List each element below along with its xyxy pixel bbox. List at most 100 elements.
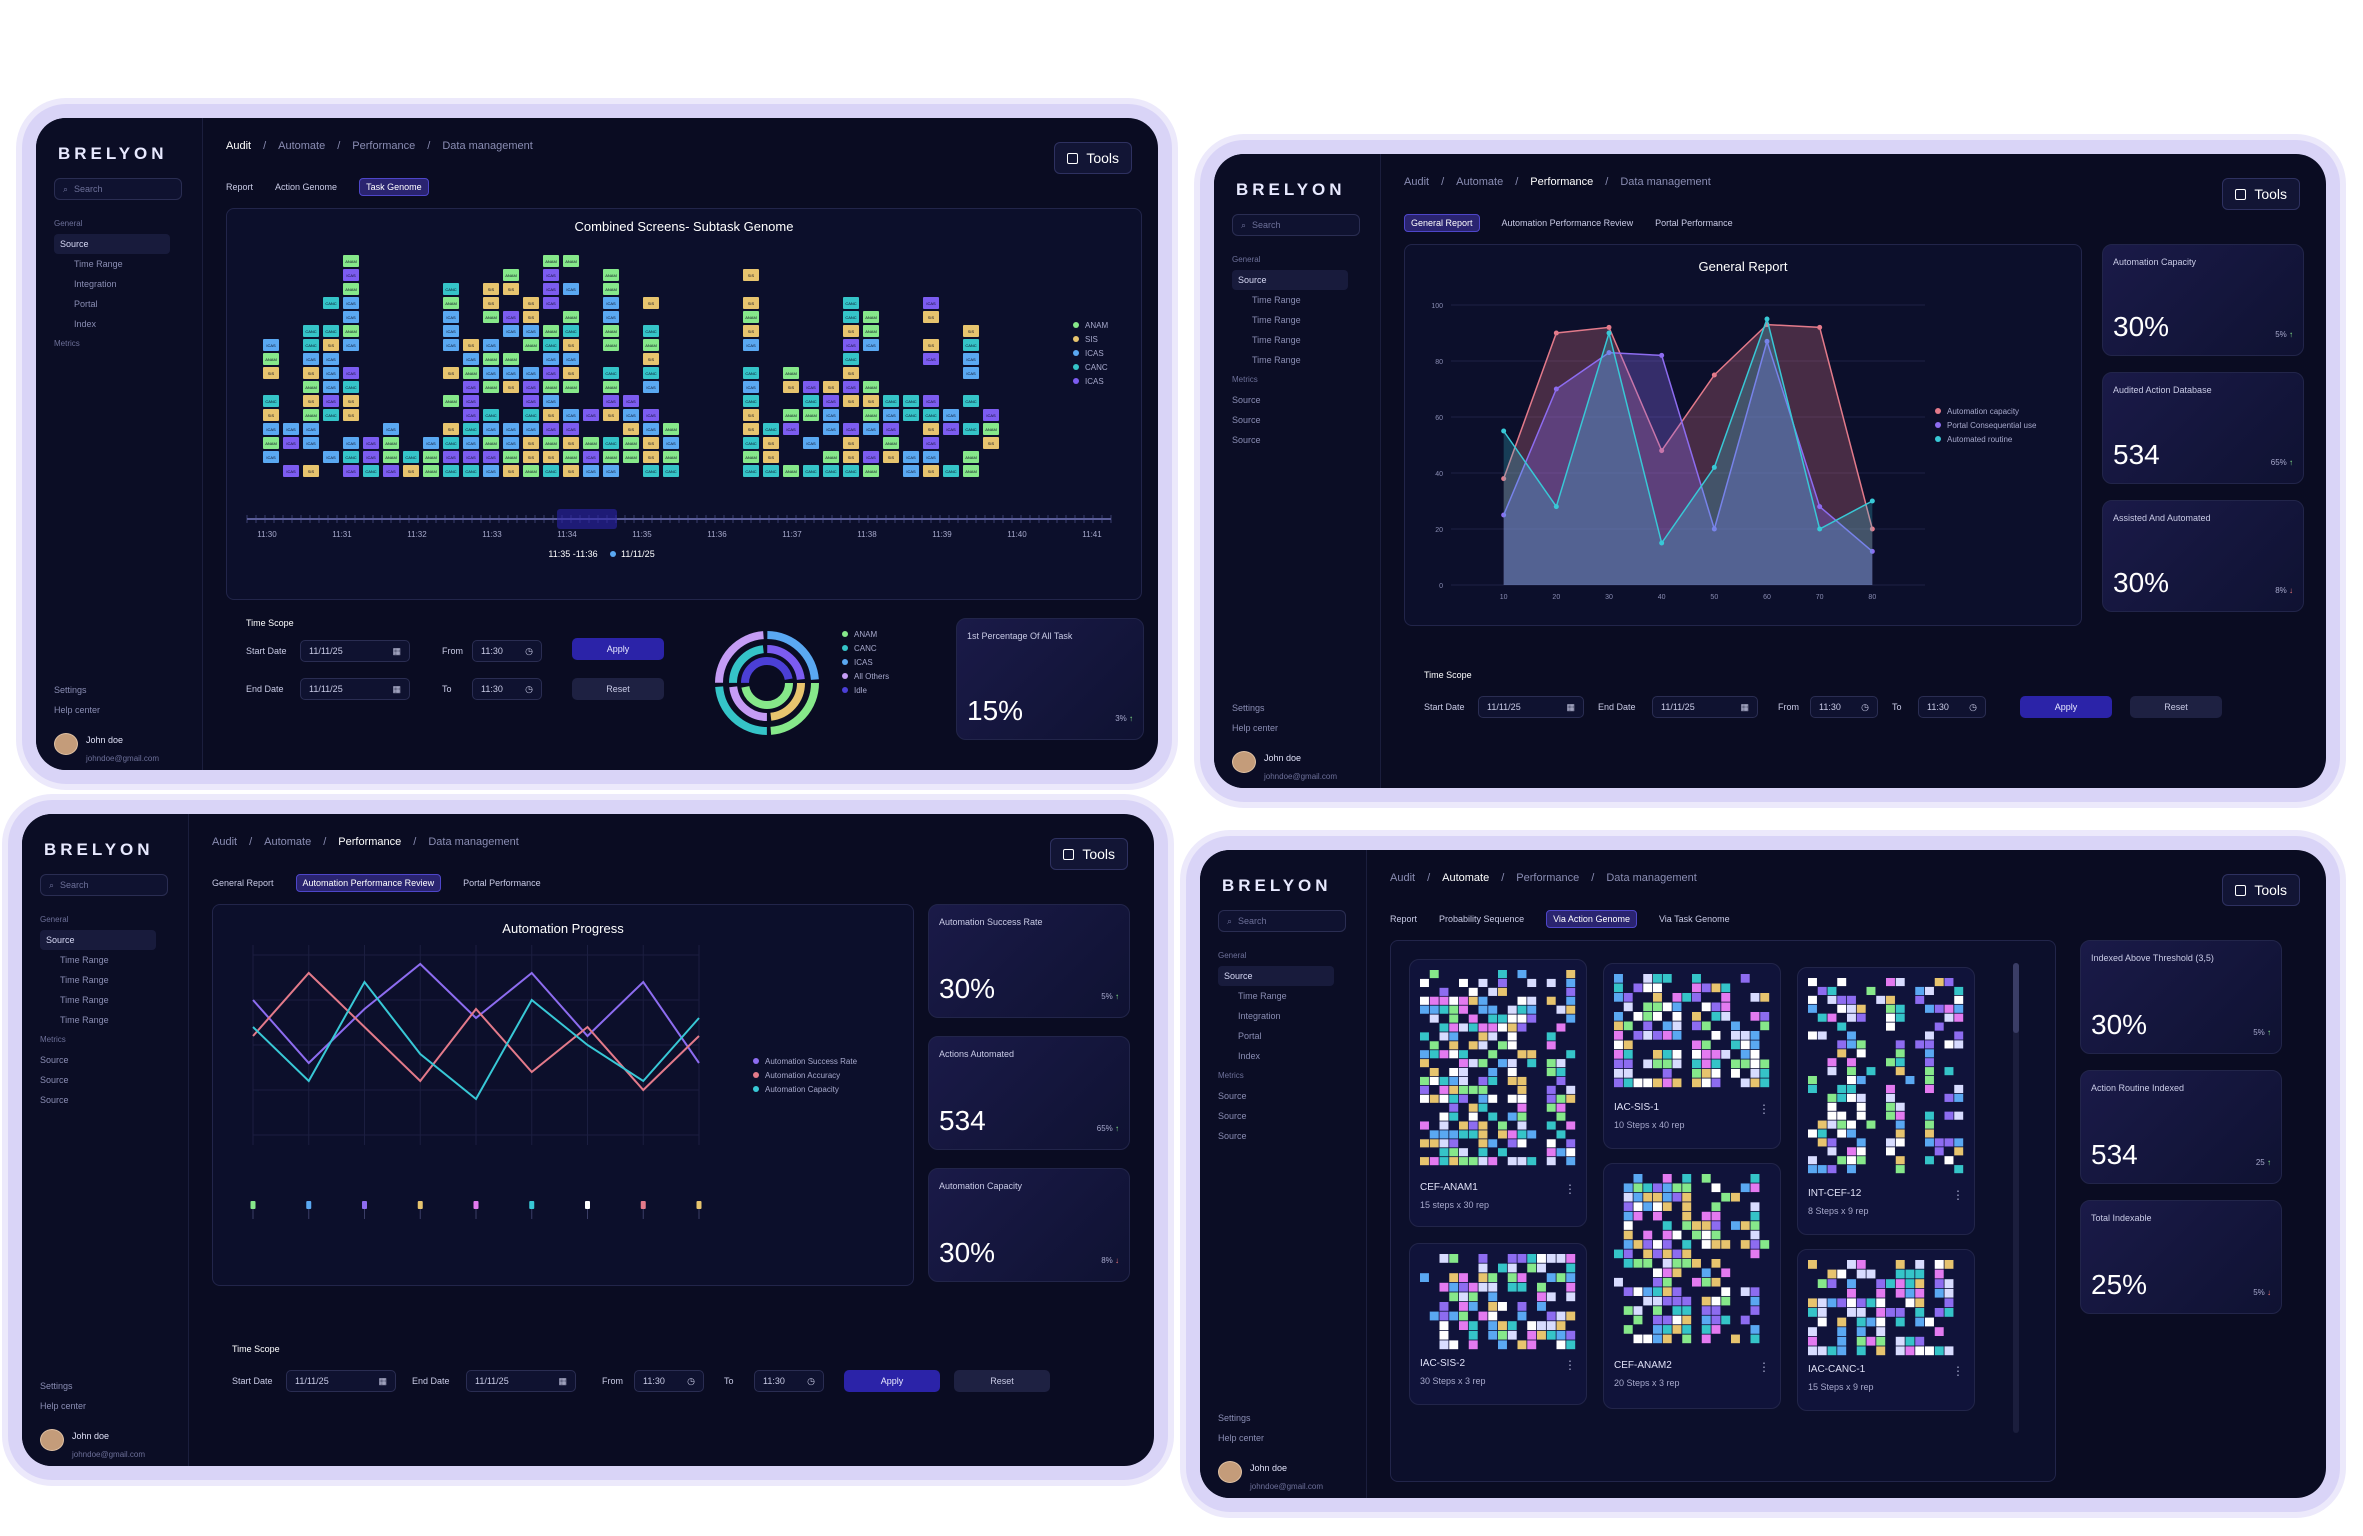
sidebar-item-time-range[interactable]: Time Range — [60, 1015, 109, 1025]
reset-button[interactable]: Reset — [954, 1370, 1050, 1392]
breadcrumb-performance[interactable]: Performance — [352, 140, 416, 152]
tab-report[interactable]: Report — [226, 182, 254, 192]
sidebar-section-metrics[interactable]: Metrics — [54, 339, 80, 348]
search-input[interactable]: ⌕ Search — [1218, 910, 1346, 932]
sidebar-item-source[interactable]: Source — [1232, 395, 1261, 405]
tab-automation-performance-review[interactable]: Automation Performance Review — [1501, 218, 1634, 228]
more-options-icon[interactable]: ⋮ — [1758, 1360, 1770, 1374]
tab-portal-performance[interactable]: Portal Performance — [463, 878, 541, 888]
sidebar-item-source[interactable]: Source — [1232, 435, 1261, 445]
tools-button[interactable]: Tools — [2222, 178, 2300, 210]
sidebar-section-metrics[interactable]: Metrics — [1232, 375, 1258, 384]
sidebar-item-time-range[interactable]: Time Range — [1252, 315, 1301, 325]
sidebar-item-time-range[interactable]: Time Range — [1252, 355, 1301, 365]
sidebar-section-general[interactable]: General — [1232, 255, 1261, 264]
breadcrumb-automate[interactable]: Automate — [264, 836, 312, 848]
to-time-field[interactable]: 11:30 ◷ — [472, 678, 542, 700]
apply-button[interactable]: Apply — [2020, 696, 2112, 718]
sidebar-section-general[interactable]: General — [1218, 951, 1247, 960]
tab-automation-performance-review[interactable]: Automation Performance Review — [295, 874, 442, 892]
from-time-field[interactable]: 11:30 ◷ — [1810, 696, 1878, 718]
breadcrumb-audit[interactable]: Audit — [1390, 872, 1416, 884]
sidebar-item-portal[interactable]: Portal — [74, 299, 98, 309]
sidebar-item-source[interactable]: Source — [40, 930, 156, 950]
end-date-field[interactable]: 11/11/25 ▦ — [466, 1370, 576, 1392]
start-date-field[interactable]: 11/11/25 ▦ — [286, 1370, 396, 1392]
help-center-link[interactable]: Help center — [54, 705, 101, 715]
breadcrumb-performance[interactable]: Performance — [1530, 176, 1594, 188]
more-options-icon[interactable]: ⋮ — [1564, 1182, 1576, 1196]
scrollbar[interactable] — [2013, 963, 2019, 1433]
sidebar-item-source[interactable]: Source — [1218, 1131, 1247, 1141]
tab-portal-performance[interactable]: Portal Performance — [1655, 218, 1733, 228]
settings-link[interactable]: Settings — [54, 685, 87, 695]
breadcrumb-audit[interactable]: Audit — [1404, 176, 1430, 188]
sidebar-item-source[interactable]: Source — [1218, 1091, 1247, 1101]
end-date-field[interactable]: 11/11/25 ▦ — [300, 678, 410, 700]
breadcrumb-automate[interactable]: Automate — [1456, 176, 1504, 188]
breadcrumb-performance[interactable]: Performance — [1516, 872, 1580, 884]
sidebar-item-index[interactable]: Index — [1238, 1051, 1261, 1061]
sidebar-item-portal[interactable]: Portal — [1238, 1031, 1262, 1041]
end-date-field[interactable]: 11/11/25 ▦ — [1652, 696, 1758, 718]
settings-link[interactable]: Settings — [1218, 1413, 1251, 1423]
user-profile[interactable]: John doe johndoe@gmail.com — [1218, 1461, 1323, 1491]
tab-action-genome[interactable]: Action Genome — [275, 182, 338, 192]
sidebar-section-metrics[interactable]: Metrics — [40, 1035, 66, 1044]
breadcrumb-performance[interactable]: Performance — [338, 836, 402, 848]
reset-button[interactable]: Reset — [572, 678, 664, 700]
breadcrumb-data-management[interactable]: Data management — [1620, 176, 1711, 188]
start-date-field[interactable]: 11/11/25 ▦ — [300, 640, 410, 662]
more-options-icon[interactable]: ⋮ — [1952, 1188, 1964, 1202]
sidebar-item-source[interactable]: Source — [54, 234, 170, 254]
scrollbar-thumb[interactable] — [2013, 963, 2019, 1033]
to-time-field[interactable]: 11:30 ◷ — [754, 1370, 824, 1392]
settings-link[interactable]: Settings — [1232, 703, 1265, 713]
tab-probability-sequence[interactable]: Probability Sequence — [1439, 914, 1525, 924]
user-profile[interactable]: John doe johndoe@gmail.com — [54, 733, 159, 763]
apply-button[interactable]: Apply — [572, 638, 664, 660]
breadcrumb-data-management[interactable]: Data management — [428, 836, 519, 848]
sidebar-section-general[interactable]: General — [40, 915, 69, 924]
genome-card[interactable]: IAC-CANC-1 15 Steps x 9 rep ⋮ — [1797, 1249, 1975, 1411]
sidebar-item-integration[interactable]: Integration — [1238, 1011, 1281, 1021]
more-options-icon[interactable]: ⋮ — [1952, 1364, 1964, 1378]
sidebar-item-source[interactable]: Source — [40, 1075, 69, 1085]
sidebar-item-time-range[interactable]: Time Range — [60, 975, 109, 985]
breadcrumb-automate[interactable]: Automate — [1442, 872, 1490, 884]
sidebar-item-time-range[interactable]: Time Range — [1252, 335, 1301, 345]
tab-report[interactable]: Report — [1390, 914, 1418, 924]
user-profile[interactable]: John doe johndoe@gmail.com — [1232, 751, 1337, 781]
more-options-icon[interactable]: ⋮ — [1564, 1358, 1576, 1372]
tools-button[interactable]: Tools — [2222, 874, 2300, 906]
tab-task-genome[interactable]: Task Genome — [359, 178, 429, 196]
sidebar-item-source[interactable]: Source — [40, 1095, 69, 1105]
sidebar-item-time-range[interactable]: Time Range — [60, 955, 109, 965]
tools-button[interactable]: Tools — [1050, 838, 1128, 870]
sidebar-section-general[interactable]: General — [54, 219, 83, 228]
breadcrumb-automate[interactable]: Automate — [278, 140, 326, 152]
sidebar-item-index[interactable]: Index — [74, 319, 97, 329]
start-date-field[interactable]: 11/11/25 ▦ — [1478, 696, 1584, 718]
help-center-link[interactable]: Help center — [1232, 723, 1279, 733]
search-input[interactable]: ⌕ Search — [54, 178, 182, 200]
timeline-selection[interactable] — [557, 509, 617, 529]
search-input[interactable]: ⌕ Search — [40, 874, 168, 896]
sidebar-item-source[interactable]: Source — [1218, 1111, 1247, 1121]
genome-card[interactable]: IAC-SIS-2 30 Steps x 3 rep ⋮ — [1409, 1243, 1587, 1405]
sidebar-item-source[interactable]: Source — [40, 1055, 69, 1065]
tab-general-report[interactable]: General Report — [1404, 214, 1480, 232]
sidebar-item-time-range[interactable]: Time Range — [1252, 295, 1301, 305]
tab-general-report[interactable]: General Report — [212, 878, 274, 888]
genome-card[interactable]: INT-CEF-12 8 Steps x 9 rep ⋮ — [1797, 967, 1975, 1235]
help-center-link[interactable]: Help center — [40, 1401, 87, 1411]
sidebar-item-source[interactable]: Source — [1232, 415, 1261, 425]
tab-via-action-genome[interactable]: Via Action Genome — [1546, 910, 1637, 928]
sidebar-section-metrics[interactable]: Metrics — [1218, 1071, 1244, 1080]
from-time-field[interactable]: 11:30 ◷ — [634, 1370, 704, 1392]
tools-button[interactable]: Tools — [1054, 142, 1132, 174]
user-profile[interactable]: John doe johndoe@gmail.com — [40, 1429, 145, 1459]
sidebar-item-time-range[interactable]: Time Range — [74, 259, 123, 269]
settings-link[interactable]: Settings — [40, 1381, 73, 1391]
search-input[interactable]: ⌕ Search — [1232, 214, 1360, 236]
